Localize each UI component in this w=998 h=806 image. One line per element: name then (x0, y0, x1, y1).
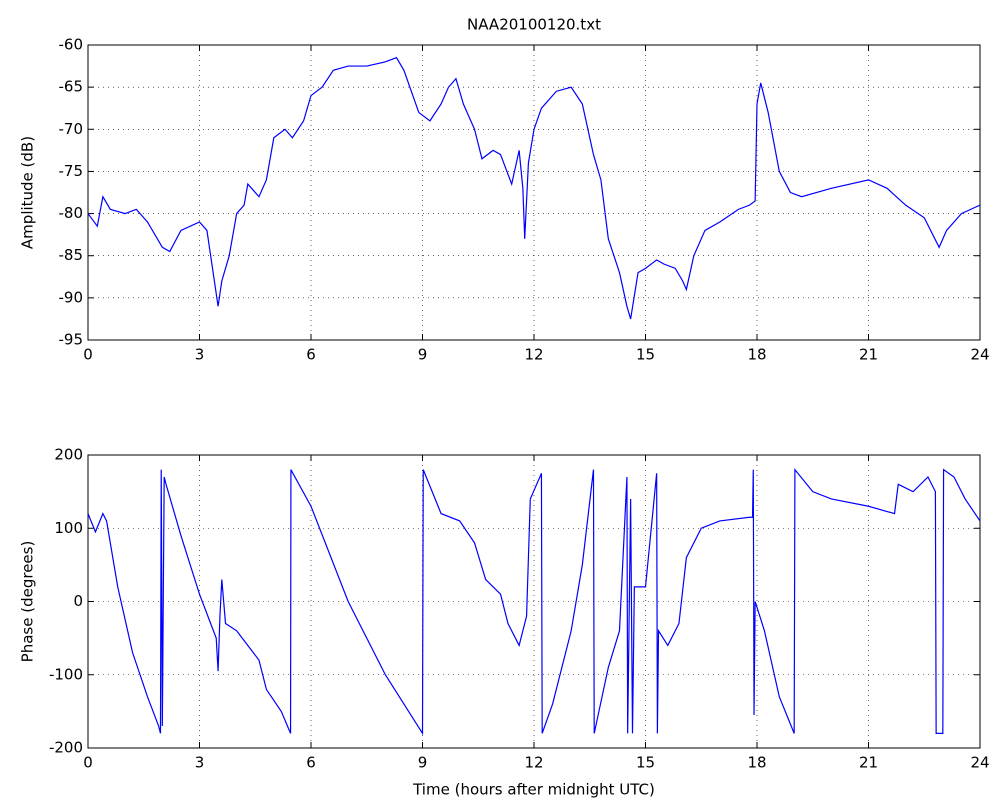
x-tick-label: 24 (970, 346, 989, 364)
x-tick-label: 21 (859, 346, 878, 364)
axes-frame (87, 44, 981, 341)
y-tick-label: -95 (59, 331, 84, 349)
x-tick-label: 18 (747, 754, 766, 772)
y-axis-label: Amplitude (dB) (19, 136, 37, 249)
y-tick-label: -80 (59, 204, 84, 222)
x-tick-label: 21 (859, 754, 878, 772)
axes-frame (87, 454, 981, 749)
x-tick-label: 9 (418, 346, 428, 364)
y-tick-label: 100 (54, 519, 83, 537)
x-tick-label: 24 (970, 754, 989, 772)
x-tick-label: 0 (83, 346, 93, 364)
x-tick-label: 18 (747, 346, 766, 364)
data-line (87, 56, 981, 320)
x-tick-label: 15 (636, 754, 655, 772)
x-axis-label: Time (hours after midnight UTC) (412, 781, 655, 799)
y-tick-label: 200 (54, 446, 83, 464)
x-tick-label: 6 (306, 754, 316, 772)
x-tick-label: 12 (524, 754, 543, 772)
x-tick-label: 6 (306, 346, 316, 364)
y-tick-label: -200 (49, 739, 83, 757)
chart-title: NAA20100120.txt (467, 16, 601, 34)
y-tick-label: -100 (49, 665, 83, 683)
y-tick-label: -85 (59, 246, 84, 264)
y-tick-label: -65 (59, 78, 84, 96)
x-tick-label: 3 (195, 346, 205, 364)
y-tick-label: 0 (73, 592, 83, 610)
x-tick-label: 3 (195, 754, 205, 772)
x-tick-label: 12 (524, 346, 543, 364)
data-line (87, 467, 981, 736)
x-tick-label: 0 (83, 754, 93, 772)
y-tick-label: -70 (59, 120, 84, 138)
y-axis-label: Phase (degrees) (19, 541, 37, 663)
y-tick-label: -60 (59, 36, 84, 54)
y-tick-label: -90 (59, 288, 84, 306)
x-tick-label: 15 (636, 346, 655, 364)
y-tick-label: -75 (59, 162, 84, 180)
x-tick-label: 9 (418, 754, 428, 772)
